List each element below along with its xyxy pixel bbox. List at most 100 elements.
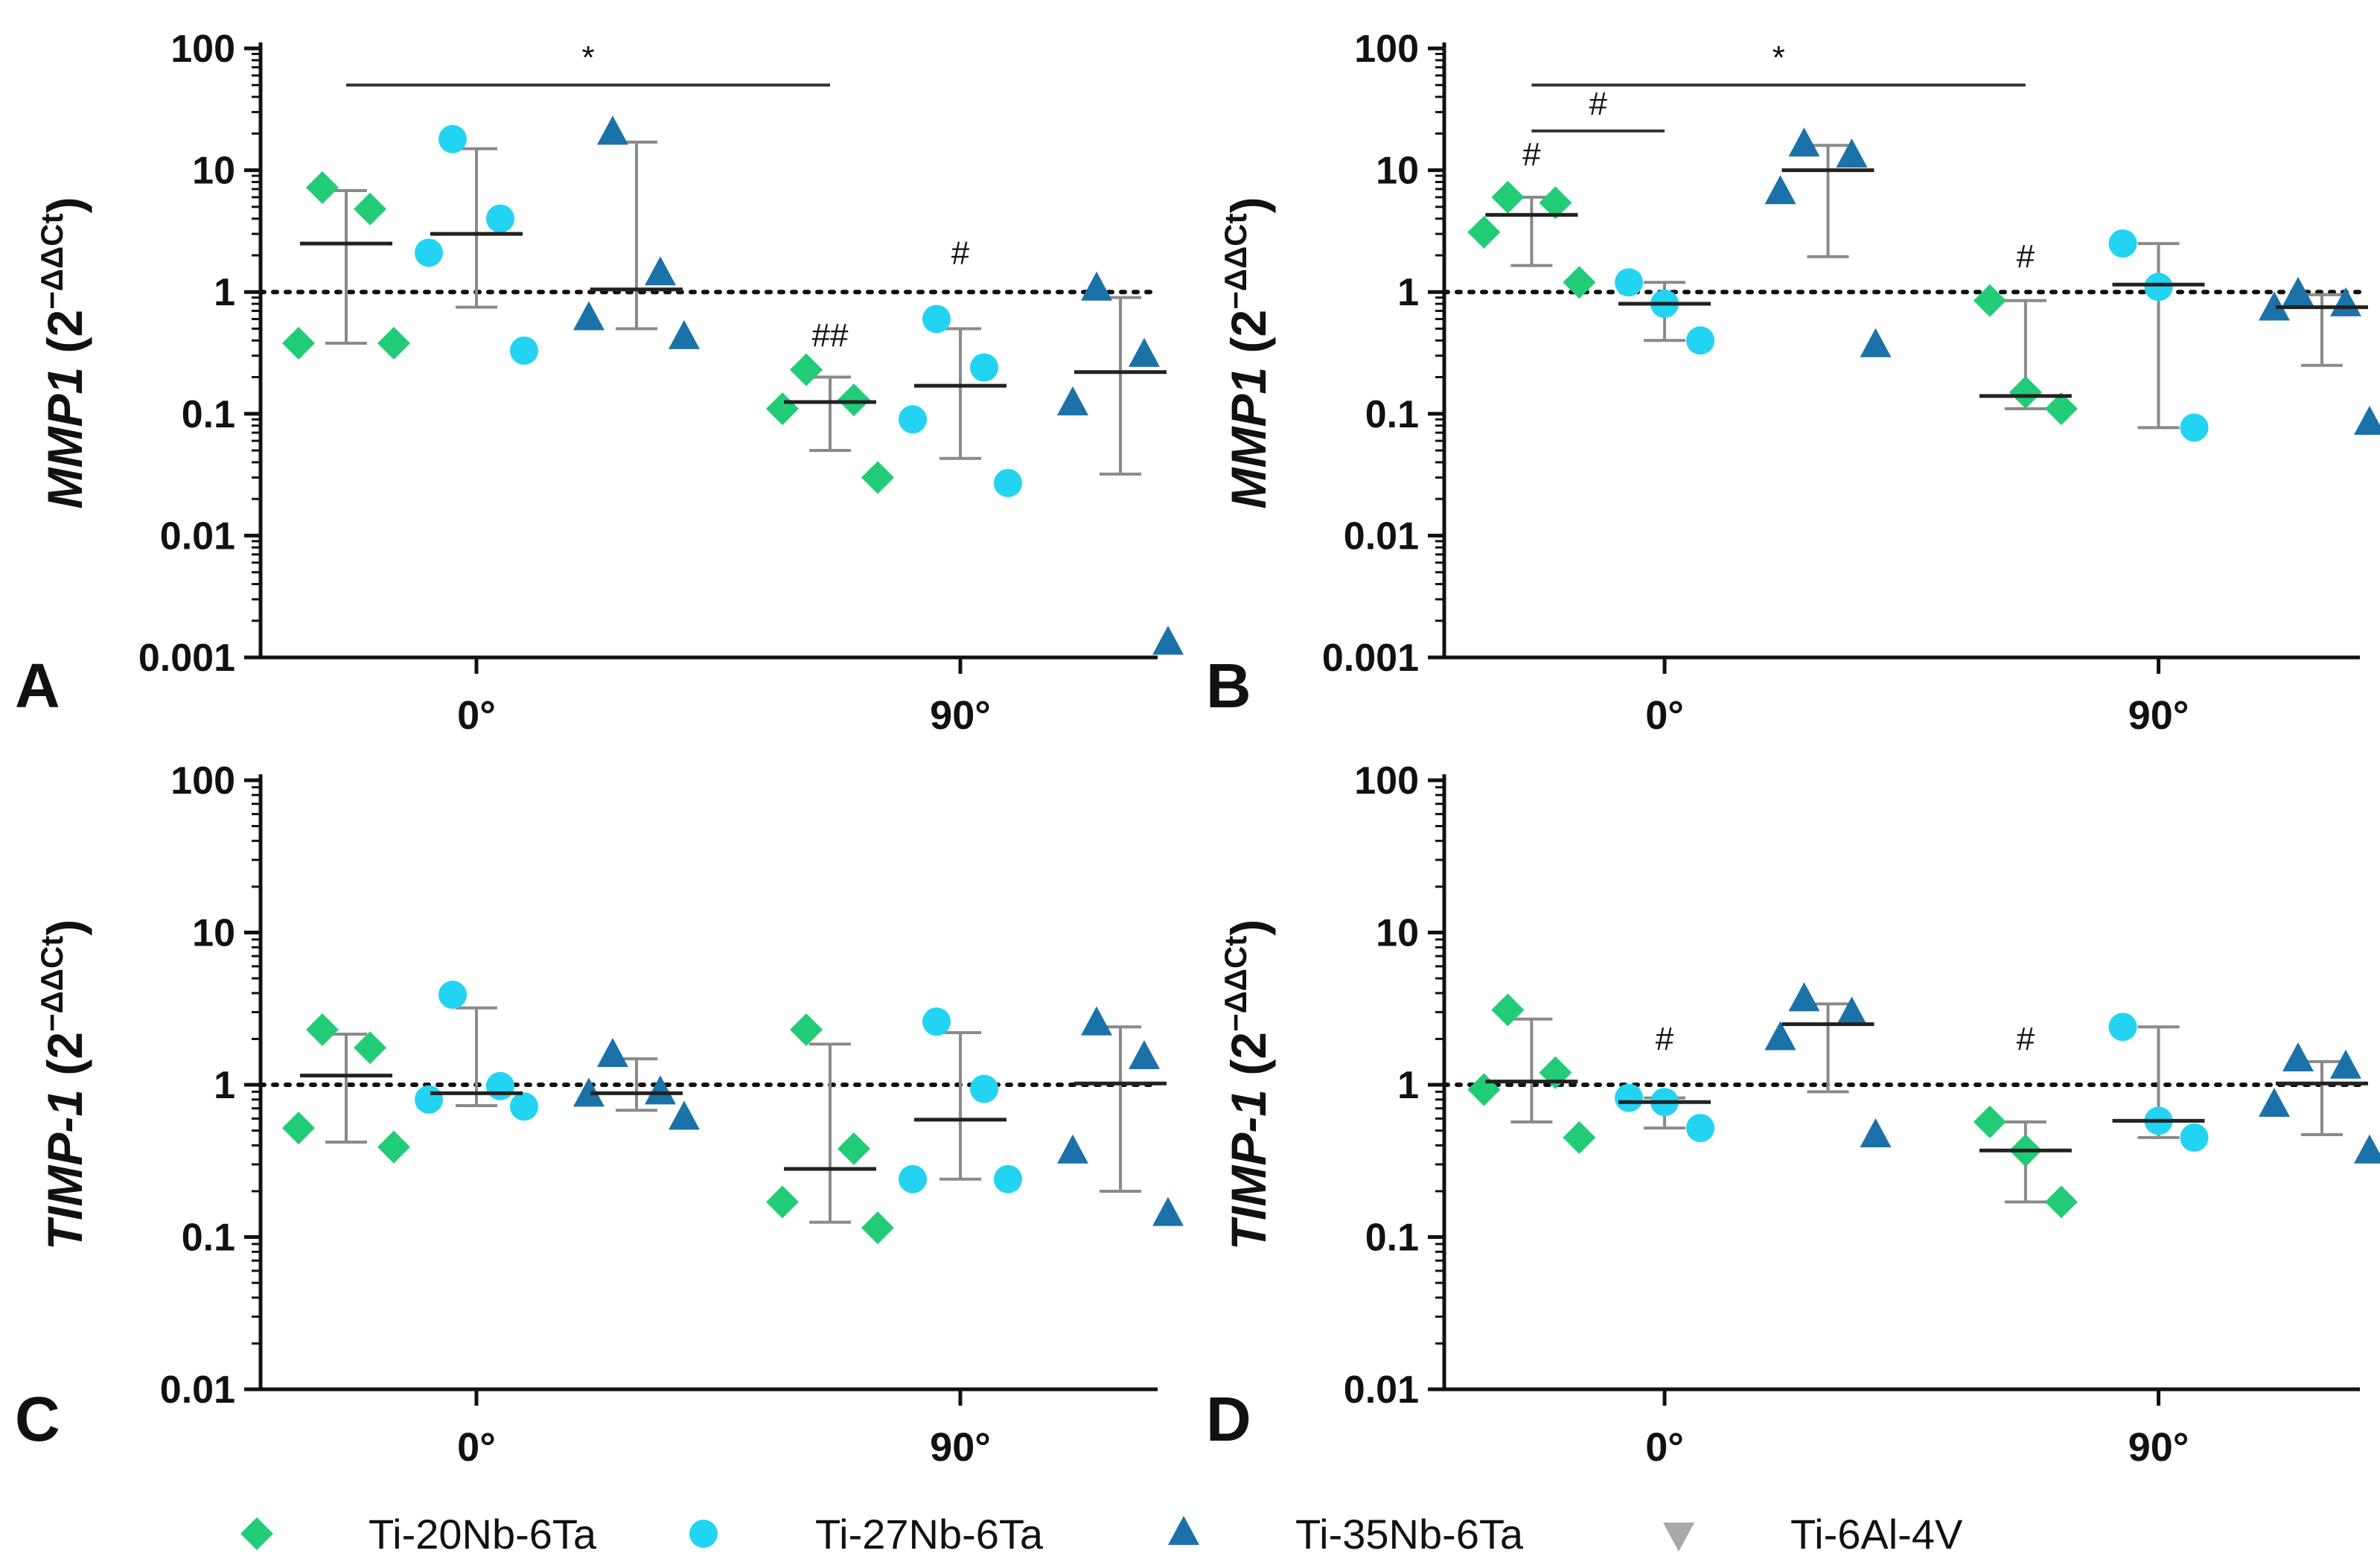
data-point bbox=[1563, 1121, 1596, 1154]
errorbar-group bbox=[1100, 296, 1141, 476]
data-point bbox=[377, 326, 410, 360]
data-point bbox=[1973, 1105, 2006, 1138]
data-point bbox=[669, 1100, 700, 1130]
data-point bbox=[1788, 982, 1820, 1012]
data-point bbox=[1129, 1039, 1160, 1069]
data-point bbox=[1836, 138, 1868, 168]
data-point bbox=[1764, 175, 1796, 205]
significance-label: # bbox=[1589, 86, 1607, 122]
y-label-unit: (2 bbox=[1221, 1032, 1276, 1076]
panel-letter: D bbox=[1206, 1384, 1251, 1454]
legend-item: Ti-6Al-4V bbox=[1663, 1511, 1963, 1558]
y-label-close: ) bbox=[37, 919, 92, 936]
y-axis-label: MMP1 (2−ΔΔCt) bbox=[1218, 197, 1276, 509]
data-point bbox=[861, 1211, 894, 1245]
legend-label: Ti-35Nb-6Ta bbox=[1295, 1511, 1524, 1558]
data-point bbox=[1467, 215, 1501, 249]
data-point bbox=[1539, 186, 1572, 220]
x-tick-label: 90° bbox=[2128, 693, 2189, 738]
data-point bbox=[766, 392, 799, 426]
data-point bbox=[1467, 1073, 1501, 1106]
data-point bbox=[790, 1013, 823, 1047]
errorbar-group bbox=[616, 140, 657, 331]
y-tick-label: 100 bbox=[170, 28, 235, 71]
data-point bbox=[2009, 375, 2042, 409]
data-point bbox=[2108, 1013, 2137, 1042]
significance-label: # bbox=[2017, 1021, 2035, 1057]
errorbar-group bbox=[939, 1030, 981, 1181]
y-axis-label: TIMP-1 (2−ΔΔCt) bbox=[34, 919, 92, 1251]
legend-item: Ti-35Nb-6Ta bbox=[1168, 1511, 1524, 1558]
y-tick-label: 1 bbox=[214, 1064, 235, 1107]
errorbar-group bbox=[1807, 144, 1849, 258]
y-tick-label: 0.001 bbox=[1322, 637, 1419, 680]
x-tick-label: 0° bbox=[1645, 693, 1684, 738]
data-point bbox=[2353, 1134, 2380, 1164]
data-point bbox=[1491, 180, 1525, 214]
x-tick-label: 0° bbox=[457, 693, 496, 738]
data-point bbox=[838, 383, 870, 417]
y-label-sup: −ΔΔCt bbox=[34, 214, 69, 310]
data-point bbox=[899, 405, 927, 434]
errorbar-group bbox=[809, 375, 851, 453]
data-point bbox=[1057, 386, 1088, 415]
x-tick-label: 0° bbox=[457, 1425, 496, 1470]
data-point bbox=[2180, 413, 2209, 442]
data-point bbox=[1615, 1083, 1644, 1112]
legend-label: Ti-20Nb-6Ta bbox=[369, 1511, 597, 1558]
data-point bbox=[2258, 291, 2290, 321]
data-point bbox=[1152, 625, 1184, 655]
triangle-up-icon bbox=[1168, 1516, 1199, 1545]
data-point bbox=[282, 1112, 315, 1145]
data-point bbox=[377, 1130, 410, 1164]
data-point bbox=[838, 1132, 870, 1165]
data-point bbox=[669, 319, 700, 349]
data-point bbox=[2282, 1042, 2314, 1072]
y-tick-label: 0.1 bbox=[182, 1217, 235, 1260]
data-point bbox=[1973, 284, 2006, 317]
panel-letter: B bbox=[1206, 651, 1251, 721]
data-point bbox=[2144, 272, 2173, 302]
data-point bbox=[1057, 1134, 1088, 1164]
y-label-gene: TIMP-1 bbox=[1221, 1076, 1276, 1251]
data-point bbox=[1081, 271, 1112, 301]
errorbar-group bbox=[456, 1006, 497, 1107]
data-point bbox=[2353, 406, 2380, 436]
errorbar-group bbox=[2137, 242, 2180, 430]
y-tick-label: 10 bbox=[192, 912, 235, 955]
data-point bbox=[970, 353, 998, 382]
y-label-gene: TIMP-1 bbox=[37, 1076, 92, 1251]
data-point bbox=[597, 115, 628, 145]
y-label-unit: (2 bbox=[37, 310, 92, 354]
data-point bbox=[510, 1092, 538, 1121]
data-point bbox=[486, 204, 514, 233]
triangle-down-icon bbox=[1663, 1523, 1694, 1552]
data-point bbox=[1860, 1118, 1892, 1147]
data-point bbox=[766, 1185, 799, 1219]
errorbar-group bbox=[809, 1042, 851, 1224]
errorbar-group bbox=[1510, 1017, 1553, 1123]
data-point bbox=[438, 981, 467, 1010]
data-point bbox=[2044, 1185, 2078, 1219]
significance-label: # bbox=[2017, 238, 2035, 275]
data-point bbox=[2329, 1049, 2361, 1079]
data-point bbox=[994, 468, 1022, 497]
data-point bbox=[1686, 1114, 1715, 1143]
errorbar-group bbox=[1100, 1025, 1141, 1193]
significance-label: ## bbox=[812, 317, 849, 354]
data-point bbox=[1764, 1021, 1796, 1051]
y-label-unit: (2 bbox=[37, 1032, 92, 1076]
data-point bbox=[438, 124, 467, 153]
legend-label: Ti-27Nb-6Ta bbox=[815, 1511, 1044, 1558]
y-tick-label: 0.01 bbox=[160, 1368, 235, 1412]
y-tick-label: 0.01 bbox=[1344, 514, 1419, 558]
y-tick-label: 10 bbox=[192, 150, 235, 193]
data-point bbox=[1152, 1196, 1184, 1226]
circle-icon bbox=[689, 1520, 718, 1548]
data-point bbox=[1081, 1006, 1112, 1036]
significance-label: # bbox=[1656, 1021, 1674, 1057]
y-tick-label: 0.01 bbox=[1344, 1368, 1419, 1412]
y-tick-label: 100 bbox=[1354, 28, 1419, 71]
